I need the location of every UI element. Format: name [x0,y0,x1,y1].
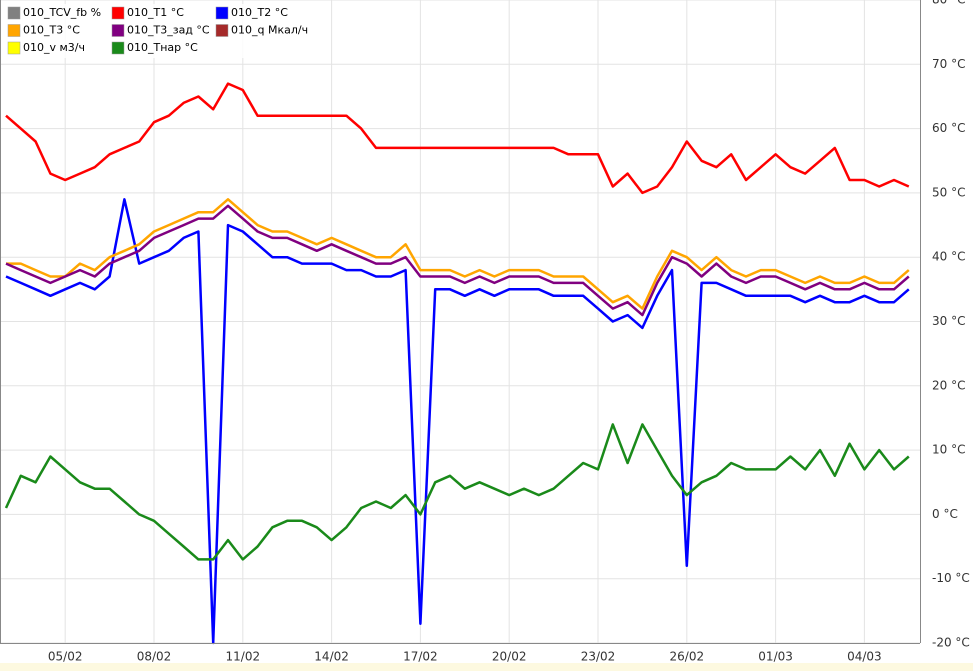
y-tick-label: 30 °C [932,314,965,328]
series-line [5,204,910,317]
x-tick-label: 05/02 [48,650,83,664]
legend-swatch[interactable] [111,6,125,20]
footer-strip [0,663,973,671]
plot-lines [4,82,910,645]
x-tick-label: 08/02 [137,650,172,664]
y-tick-label: -10 °C [932,571,970,585]
y-tick-label: 60 °C [932,121,965,135]
legend-swatch[interactable] [215,6,229,20]
series-line [5,82,910,195]
legend: 010_TCV_fb % 010_T1 °C 010_T2 °C 010_T3 °C 0… [4,4,316,58]
y-tick-label: 50 °C [932,185,965,199]
y-tick-label: 70 °C [932,57,965,71]
legend-label[interactable]: 010_Tнар °C [127,41,198,54]
axis-labels: -20 °C -10 °C 0 °C 10 °C 20 °C 30 °C 40 °C 50 °… [48,0,970,664]
legend-swatch[interactable] [7,41,21,55]
legend-label[interactable]: 010_T3_зад °C [127,24,210,37]
y-tick-label: 20 °C [932,378,965,392]
legend-swatch[interactable] [215,24,229,37]
x-tick-label: 11/02 [226,650,261,664]
legend-label[interactable]: 010_v м3/ч [23,41,85,54]
x-tick-label: 01/03 [758,650,793,664]
x-tick-label: 20/02 [492,650,527,664]
legend-swatch[interactable] [7,24,21,37]
x-tick-label: 17/02 [403,650,438,664]
legend-label[interactable]: 010_T2 °C [231,6,288,19]
grid [0,0,920,644]
legend-label[interactable]: 010_q Мкал/ч [231,24,308,37]
legend-label[interactable]: 010_T3 °C [23,24,80,37]
y-tick-label: -20 °C [932,636,970,650]
series-line [6,198,910,310]
series-line [5,198,910,645]
legend-box [4,4,316,58]
legend-label[interactable]: 010_T1 °C [127,6,184,19]
x-tick-label: 14/02 [314,650,349,664]
y-tick-label: 40 °C [932,250,965,264]
x-tick-label: 23/02 [581,650,616,664]
x-tick-label: 04/03 [847,650,882,664]
legend-label[interactable]: 010_TCV_fb % [23,6,101,19]
y-tick-label: 80 °C [932,0,965,7]
legend-swatch[interactable] [111,41,125,55]
x-tick-label: 26/02 [670,650,705,664]
y-tick-label: 0 °C [932,507,958,521]
series-line [4,423,910,561]
legend-swatch[interactable] [7,6,21,20]
legend-swatch[interactable] [111,24,125,37]
y-tick-label: 10 °C [932,443,965,457]
